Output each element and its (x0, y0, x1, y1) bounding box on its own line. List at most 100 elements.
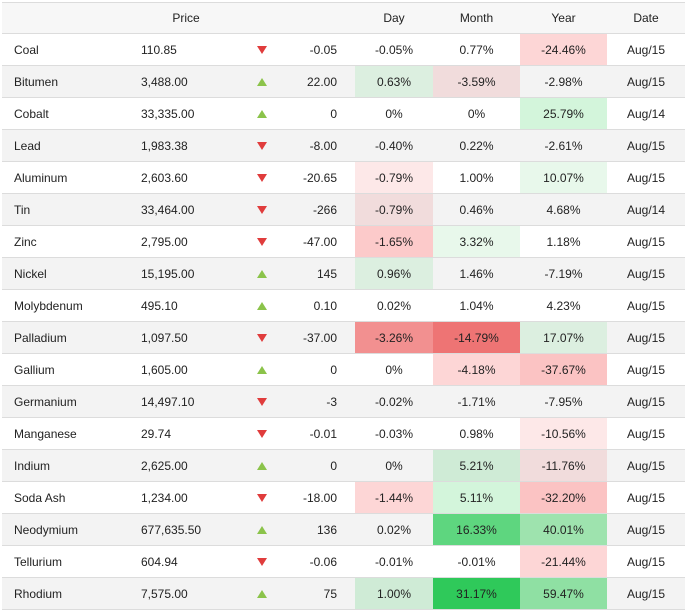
day-pct-cell: 0.63% (355, 65, 433, 98)
change-cell: 22.00 (283, 65, 355, 98)
year-pct-cell: -2.98% (520, 65, 607, 98)
change-cell: 0 (283, 97, 355, 130)
commodity-name[interactable]: Indium (2, 449, 131, 482)
table-row[interactable]: Palladium 1,097.50 -37.00 -3.26% -14.79%… (2, 321, 685, 354)
header-name[interactable] (2, 2, 131, 34)
commodity-name[interactable]: Palladium (2, 321, 131, 354)
year-pct-cell: 40.01% (520, 513, 607, 546)
commodity-name[interactable]: Coal (2, 33, 131, 66)
price-cell: 33,464.00 (131, 193, 241, 226)
table-row[interactable]: Germanium 14,497.10 -3 -0.02% -1.71% -7.… (2, 385, 685, 418)
year-pct-cell: 1.18% (520, 225, 607, 258)
price-cell: 2,625.00 (131, 449, 241, 482)
table-row[interactable]: Rhodium 7,575.00 75 1.00% 31.17% 59.47% … (2, 577, 685, 610)
change-cell: -3 (283, 385, 355, 418)
table-row[interactable]: Tin 33,464.00 -266 -0.79% 0.46% 4.68% Au… (2, 193, 685, 226)
date-cell: Aug/15 (607, 513, 685, 546)
table-row[interactable]: Soda Ash 1,234.00 -18.00 -1.44% 5.11% -3… (2, 481, 685, 514)
trend-cell (241, 129, 283, 162)
commodity-name[interactable]: Lead (2, 129, 131, 162)
header-change[interactable] (283, 2, 355, 34)
price-cell: 2,603.60 (131, 161, 241, 194)
month-pct-cell: 31.17% (433, 577, 520, 610)
day-pct-cell: -0.05% (355, 33, 433, 66)
commodity-name[interactable]: Bitumen (2, 65, 131, 98)
trend-cell (241, 385, 283, 418)
table-row[interactable]: Cobalt 33,335.00 0 0% 0% 25.79% Aug/14 (2, 97, 685, 130)
header-arrow (241, 2, 283, 34)
header-date[interactable]: Date (607, 2, 685, 34)
table-row[interactable]: Indium 2,625.00 0 0% 5.21% -11.76% Aug/1… (2, 449, 685, 482)
change-cell: -37.00 (283, 321, 355, 354)
price-cell: 1,605.00 (131, 353, 241, 386)
commodity-name[interactable]: Tellurium (2, 545, 131, 578)
table-row[interactable]: Neodymium 677,635.50 136 0.02% 16.33% 40… (2, 513, 685, 546)
month-pct-cell: 0.77% (433, 33, 520, 66)
table-row[interactable]: Zinc 2,795.00 -47.00 -1.65% 3.32% 1.18% … (2, 225, 685, 258)
header-month[interactable]: Month (433, 2, 520, 34)
date-cell: Aug/15 (607, 257, 685, 290)
table-row[interactable]: Gallium 1,605.00 0 0% -4.18% -37.67% Aug… (2, 353, 685, 386)
month-pct-cell: 1.46% (433, 257, 520, 290)
commodity-name[interactable]: Tin (2, 193, 131, 226)
month-pct-cell: 5.21% (433, 449, 520, 482)
table-row[interactable]: Tellurium 604.94 -0.06 -0.01% -0.01% -21… (2, 545, 685, 578)
month-pct-cell: 5.11% (433, 481, 520, 514)
commodity-name[interactable]: Nickel (2, 257, 131, 290)
commodity-name[interactable]: Gallium (2, 353, 131, 386)
date-cell: Aug/15 (607, 577, 685, 610)
table-row[interactable]: Nickel 15,195.00 145 0.96% 1.46% -7.19% … (2, 257, 685, 290)
month-pct-cell: 0.46% (433, 193, 520, 226)
commodity-name[interactable]: Cobalt (2, 97, 131, 130)
month-pct-cell: 0.22% (433, 129, 520, 162)
triangle-down-icon (257, 557, 267, 566)
date-cell: Aug/14 (607, 193, 685, 226)
trend-cell (241, 481, 283, 514)
trend-cell (241, 321, 283, 354)
trend-cell (241, 65, 283, 98)
price-cell: 29.74 (131, 417, 241, 450)
header-day[interactable]: Day (355, 2, 433, 34)
header-year[interactable]: Year (520, 2, 607, 34)
trend-cell (241, 289, 283, 322)
day-pct-cell: 0% (355, 97, 433, 130)
price-cell: 15,195.00 (131, 257, 241, 290)
table-row[interactable]: Molybdenum 495.10 0.10 0.02% 1.04% 4.23%… (2, 289, 685, 322)
trend-cell (241, 193, 283, 226)
table-row[interactable]: Manganese 29.74 -0.01 -0.03% 0.98% -10.5… (2, 417, 685, 450)
date-cell: Aug/15 (607, 481, 685, 514)
price-cell: 1,097.50 (131, 321, 241, 354)
month-pct-cell: -3.59% (433, 65, 520, 98)
table-row[interactable]: Bitumen 3,488.00 22.00 0.63% -3.59% -2.9… (2, 65, 685, 98)
year-pct-cell: -11.76% (520, 449, 607, 482)
table-row[interactable]: Lead 1,983.38 -8.00 -0.40% 0.22% -2.61% … (2, 129, 685, 162)
trend-cell (241, 161, 283, 194)
date-cell: Aug/15 (607, 65, 685, 98)
table-row[interactable]: Coal 110.85 -0.05 -0.05% 0.77% -24.46% A… (2, 33, 685, 66)
commodity-name[interactable]: Germanium (2, 385, 131, 418)
date-cell: Aug/15 (607, 161, 685, 194)
day-pct-cell: 0.02% (355, 289, 433, 322)
year-pct-cell: -32.20% (520, 481, 607, 514)
commodity-name[interactable]: Molybdenum (2, 289, 131, 322)
commodity-name[interactable]: Rhodium (2, 577, 131, 610)
header-price[interactable]: Price (131, 2, 241, 34)
date-cell: Aug/15 (607, 449, 685, 482)
year-pct-cell: 4.68% (520, 193, 607, 226)
year-pct-cell: 17.07% (520, 321, 607, 354)
commodity-name[interactable]: Manganese (2, 417, 131, 450)
commodity-name[interactable]: Neodymium (2, 513, 131, 546)
table-row[interactable]: Aluminum 2,603.60 -20.65 -0.79% 1.00% 10… (2, 161, 685, 194)
day-pct-cell: -0.79% (355, 161, 433, 194)
triangle-down-icon (257, 205, 267, 214)
trend-cell (241, 33, 283, 66)
commodity-name[interactable]: Aluminum (2, 161, 131, 194)
commodity-name[interactable]: Soda Ash (2, 481, 131, 514)
year-pct-cell: 4.23% (520, 289, 607, 322)
day-pct-cell: -0.01% (355, 545, 433, 578)
triangle-up-icon (257, 365, 267, 374)
commodity-name[interactable]: Zinc (2, 225, 131, 258)
year-pct-cell: 10.07% (520, 161, 607, 194)
trend-cell (241, 257, 283, 290)
